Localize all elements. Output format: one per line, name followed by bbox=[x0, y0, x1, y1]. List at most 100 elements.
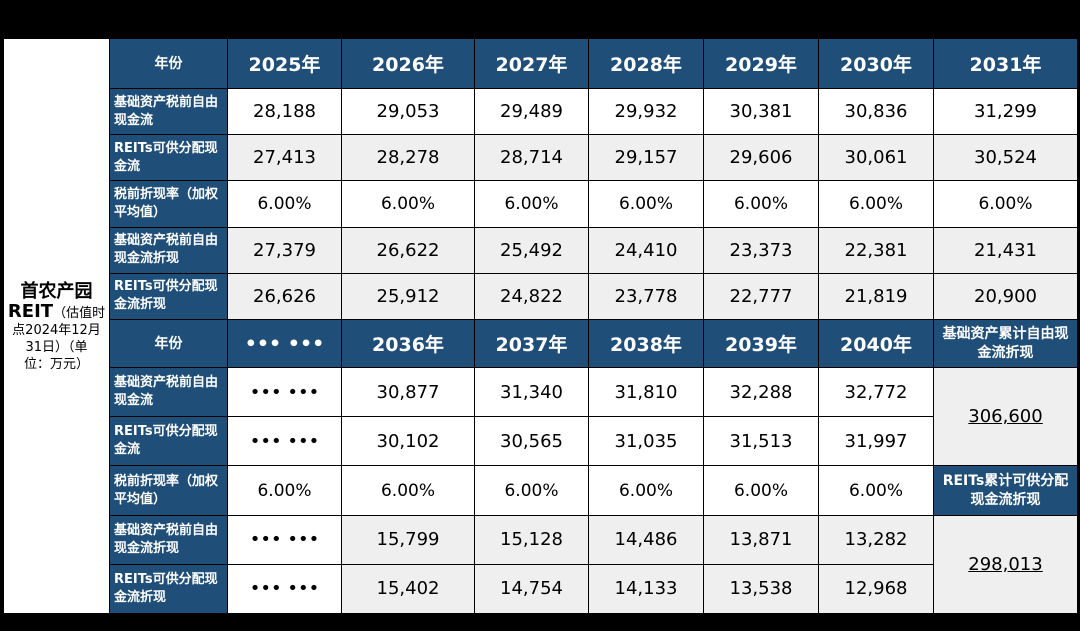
cell-value: 22,777 bbox=[703, 272, 819, 320]
year-header: 2040年 bbox=[818, 318, 934, 369]
cell-value: 26,622 bbox=[341, 226, 475, 274]
row-label-pre-tax-fcf: 基础资产税前自由现金流 bbox=[109, 88, 228, 136]
cell-value: 28,714 bbox=[474, 134, 589, 182]
cell-value: 27,379 bbox=[227, 226, 342, 274]
valuation-table-frame: 首农产园 REIT（估值时 点2024年12月 31日）（单 位：万元） 年份 … bbox=[3, 37, 1078, 615]
year-header: 2029年 bbox=[703, 37, 819, 90]
cell-value: 6.00% bbox=[818, 465, 934, 516]
year-header: 2036年 bbox=[341, 318, 475, 369]
cell-value: 6.00% bbox=[933, 180, 1078, 228]
entity-reit: REIT bbox=[7, 300, 54, 322]
cell-value: 32,772 bbox=[818, 367, 934, 418]
row-label-year: 年份 bbox=[109, 318, 228, 369]
cumulative-fcf-value: 306,600 bbox=[933, 367, 1078, 467]
year-header: 2030年 bbox=[818, 37, 934, 90]
entity-name: 首农产园 bbox=[20, 280, 93, 302]
cell-value: ••• ••• bbox=[227, 367, 342, 418]
cell-value: 6.00% bbox=[703, 465, 819, 516]
cell-value: 30,565 bbox=[474, 416, 589, 467]
cell-value: 14,133 bbox=[588, 563, 704, 615]
entity-unit: 位：万元） bbox=[23, 356, 89, 372]
cell-value: 6.00% bbox=[227, 180, 342, 228]
cell-value: 29,606 bbox=[703, 134, 819, 182]
row-label-pre-tax-fcf-disc: 基础资产税前自由现金流折现 bbox=[109, 226, 228, 274]
year-header: 2038年 bbox=[588, 318, 704, 369]
entity-date: 点2024年12月 bbox=[12, 322, 101, 338]
cell-value: 28,278 bbox=[341, 134, 475, 182]
cell-value: 24,822 bbox=[474, 272, 589, 320]
entity-date-end: 31日）（单 bbox=[25, 339, 88, 355]
cell-value: ••• ••• bbox=[227, 514, 342, 565]
cell-value: 27,413 bbox=[227, 134, 342, 182]
row-label-distributable: REITs可供分配现金流 bbox=[109, 134, 228, 182]
cell-value: 29,489 bbox=[474, 88, 589, 136]
cell-value: 25,912 bbox=[341, 272, 475, 320]
cell-value: 32,288 bbox=[703, 367, 819, 418]
cumulative-distributable-value: 298,013 bbox=[933, 514, 1078, 615]
cell-value: 6.00% bbox=[341, 180, 475, 228]
row-label-distributable: REITs可供分配现金流 bbox=[109, 416, 228, 467]
cell-value: 13,282 bbox=[818, 514, 934, 565]
cumulative-distributable-label: REITs累计可供分配现金流折现 bbox=[933, 465, 1078, 516]
cell-value: 21,819 bbox=[818, 272, 934, 320]
cell-value: 31,997 bbox=[818, 416, 934, 467]
year-header: 2027年 bbox=[474, 37, 589, 90]
row-label-discount-rate: 税前折现率（加权平均值） bbox=[109, 180, 228, 228]
cell-value: 15,128 bbox=[474, 514, 589, 565]
cell-value: 15,799 bbox=[341, 514, 475, 565]
row-label-year: 年份 bbox=[109, 37, 228, 90]
year-header: 2025年 bbox=[227, 37, 342, 90]
year-header: ••• ••• bbox=[227, 318, 342, 369]
cell-value: 6.00% bbox=[588, 465, 704, 516]
row-label-pre-tax-fcf: 基础资产税前自由现金流 bbox=[109, 367, 228, 418]
cell-value: 25,492 bbox=[474, 226, 589, 274]
entity-valuation-note: （估值时 bbox=[53, 305, 106, 321]
cell-value: 13,538 bbox=[703, 563, 819, 615]
cell-value: ••• ••• bbox=[227, 563, 342, 615]
reit-valuation-table: 首农产园 REIT（估值时 点2024年12月 31日）（单 位：万元） 年份 … bbox=[3, 37, 1078, 615]
cell-value: 29,932 bbox=[588, 88, 704, 136]
year-header: 2026年 bbox=[341, 37, 475, 90]
row-label-pre-tax-fcf-disc: 基础资产税前自由现金流折现 bbox=[109, 514, 228, 565]
cell-value: 31,035 bbox=[588, 416, 704, 467]
cell-value: 6.00% bbox=[703, 180, 819, 228]
cell-value: 30,061 bbox=[818, 134, 934, 182]
cell-value: 12,968 bbox=[818, 563, 934, 615]
cell-value: 29,157 bbox=[588, 134, 704, 182]
cell-value: 30,836 bbox=[818, 88, 934, 136]
cell-value: 30,381 bbox=[703, 88, 819, 136]
cell-value: 6.00% bbox=[588, 180, 704, 228]
cell-value: 31,340 bbox=[474, 367, 589, 418]
cell-value: 13,871 bbox=[703, 514, 819, 565]
cell-value: 26,626 bbox=[227, 272, 342, 320]
cell-value: 6.00% bbox=[474, 465, 589, 516]
cell-value: 14,486 bbox=[588, 514, 704, 565]
row-label-discount-rate: 税前折现率（加权平均值） bbox=[109, 465, 228, 516]
cell-value: 6.00% bbox=[818, 180, 934, 228]
cell-value: 31,810 bbox=[588, 367, 704, 418]
cell-value: 30,877 bbox=[341, 367, 475, 418]
cell-value: 14,754 bbox=[474, 563, 589, 615]
year-header: 2028年 bbox=[588, 37, 704, 90]
cell-value: 22,381 bbox=[818, 226, 934, 274]
year-header: 2039年 bbox=[703, 318, 819, 369]
entity-label: 首农产园 REIT（估值时 点2024年12月 31日）（单 位：万元） bbox=[3, 38, 110, 614]
row-label-distributable-disc: REITs可供分配现金流折现 bbox=[109, 272, 228, 320]
cell-value: 29,053 bbox=[341, 88, 475, 136]
cumulative-fcf-label: 基础资产累计自由现金流折现 bbox=[933, 318, 1078, 369]
cell-value: 23,778 bbox=[588, 272, 704, 320]
cell-value: 15,402 bbox=[341, 563, 475, 615]
year-header: 2037年 bbox=[474, 318, 589, 369]
cell-value: 6.00% bbox=[227, 465, 342, 516]
cell-value: 6.00% bbox=[341, 465, 475, 516]
cell-value: 31,299 bbox=[933, 88, 1078, 136]
cell-value: 30,524 bbox=[933, 134, 1078, 182]
cell-value: 24,410 bbox=[588, 226, 704, 274]
cell-value: 21,431 bbox=[933, 226, 1078, 274]
cell-value: 20,900 bbox=[933, 272, 1078, 320]
cell-value: 28,188 bbox=[227, 88, 342, 136]
cell-value: ••• ••• bbox=[227, 416, 342, 467]
cell-value: 31,513 bbox=[703, 416, 819, 467]
cell-value: 6.00% bbox=[474, 180, 589, 228]
row-label-distributable-disc: REITs可供分配现金流折现 bbox=[109, 563, 228, 615]
